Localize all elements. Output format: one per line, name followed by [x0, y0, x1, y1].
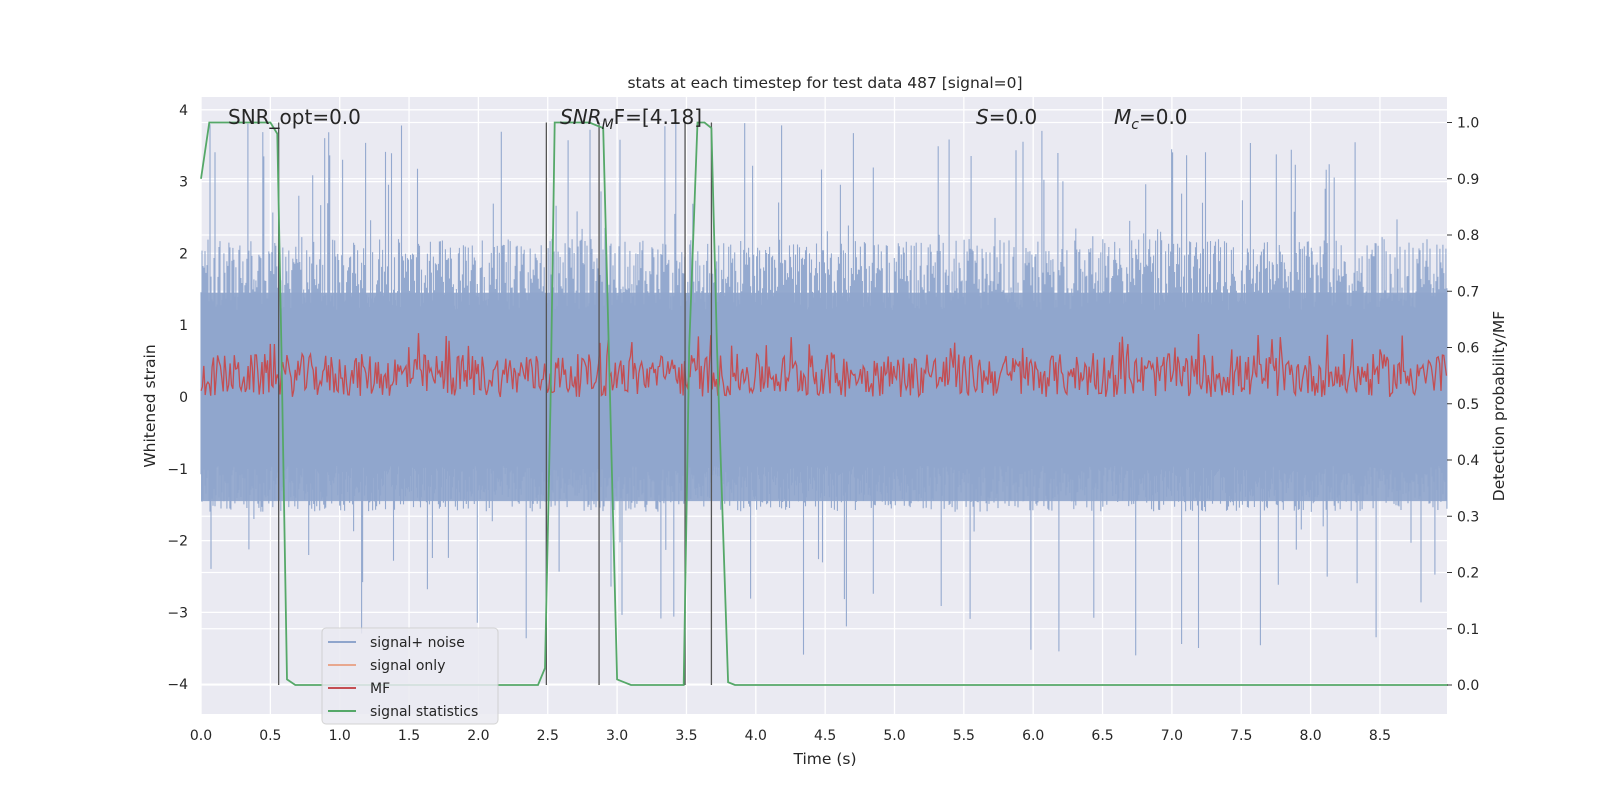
chart-title: stats at each timestep for test data 487… — [627, 74, 1022, 92]
x-tick-label: 8.5 — [1369, 728, 1391, 744]
mc-symbol: M — [1114, 105, 1131, 129]
left-y-tick-label: 1 — [179, 318, 188, 334]
left-y-tick-label: 0 — [179, 390, 188, 406]
s-value: =0.0 — [989, 105, 1038, 129]
x-tick-label: 6.0 — [1022, 728, 1044, 744]
left-y-tick-label: −2 — [167, 534, 188, 550]
legend-label: signal+ noise — [370, 635, 465, 651]
x-tick-label: 8.0 — [1299, 728, 1321, 744]
right-y-tick-label: 0.3 — [1457, 509, 1479, 525]
left-y-tick-label: 3 — [179, 175, 188, 191]
x-tick-label: 5.0 — [883, 728, 905, 744]
snr-mf-annotation: SNRMF=[4.18] — [560, 105, 702, 133]
left-y-tick-label: 2 — [179, 246, 188, 262]
x-axis-ticks: 0.0 0.5 1.0 1.5 2.0 2.5 3.0 3.5 4.0 4.5 5.0 5.5 6.0 6… — [190, 728, 1391, 744]
mf-series — [200, 333, 1448, 398]
x-tick-label: 3.0 — [606, 728, 628, 744]
signal-noise-series — [200, 123, 1448, 656]
mf-line — [200, 333, 1448, 398]
x-tick-label: 0.5 — [259, 728, 281, 744]
snr-mf-subscript: M — [602, 117, 614, 133]
right-y-tick-label: 0.9 — [1457, 172, 1479, 188]
s-annotation: S=0.0 — [976, 105, 1037, 129]
right-y-axis-ticks: 1.0 0.9 0.8 0.7 0.6 0.5 0.4 0.3 0.2 0.1 0.0 — [1447, 116, 1479, 694]
signal-statistics-line — [200, 121, 1448, 686]
left-y-tick-label: −3 — [167, 605, 188, 621]
x-tick-label: 1.0 — [329, 728, 351, 744]
legend-label: MF — [370, 681, 390, 697]
snr-mf-value: F=[4.18] — [614, 105, 702, 129]
right-y-tick-label: 0.1 — [1457, 622, 1479, 638]
left-y-tick-label: −4 — [167, 677, 188, 693]
s-symbol: S — [976, 105, 989, 129]
x-tick-label: 1.5 — [398, 728, 420, 744]
right-y-axis-label: Detection probability/MF — [1490, 311, 1508, 502]
left-y-tick-label: −1 — [167, 462, 188, 478]
left-y-axis-label: Whitened strain — [141, 344, 159, 467]
x-tick-label: 4.5 — [814, 728, 836, 744]
x-tick-label: 7.0 — [1161, 728, 1183, 744]
x-axis-label: Time (s) — [792, 750, 856, 768]
right-y-tick-label: 0.7 — [1457, 284, 1479, 300]
left-y-tick-label: 4 — [179, 103, 188, 119]
snr-mf-symbol: SNR — [560, 105, 602, 129]
mc-subscript: c — [1131, 117, 1139, 133]
legend: signal+ noise signal only MF signal statist… — [321, 627, 499, 725]
x-tick-label: 7.5 — [1230, 728, 1252, 744]
x-tick-label: 2.0 — [467, 728, 489, 744]
right-y-tick-label: 0.6 — [1457, 341, 1479, 357]
right-y-tick-label: 0.2 — [1457, 566, 1479, 582]
mc-value: =0.0 — [1139, 105, 1188, 129]
right-y-tick-label: 0.5 — [1457, 397, 1479, 413]
legend-box — [321, 627, 499, 725]
right-y-tick-label: 1.0 — [1457, 116, 1479, 132]
signal-statistics-series — [200, 121, 1448, 686]
x-tick-label: 5.5 — [953, 728, 975, 744]
x-tick-label: 4.0 — [745, 728, 767, 744]
right-y-tick-label: 0.0 — [1457, 678, 1479, 694]
x-tick-label: 0.0 — [190, 728, 212, 744]
legend-label: signal only — [370, 658, 445, 674]
legend-label: signal statistics — [370, 704, 478, 720]
x-tick-label: 2.5 — [537, 728, 559, 744]
mc-annotation: Mc=0.0 — [1114, 105, 1188, 133]
right-y-tick-label: 0.8 — [1457, 228, 1479, 244]
signal-noise-core — [201, 292, 1447, 502]
snr-opt-annotation: SNR_opt=0.0 — [228, 105, 361, 129]
right-y-tick-label: 0.4 — [1457, 453, 1479, 469]
x-tick-label: 6.5 — [1091, 728, 1113, 744]
left-y-axis-ticks: 4 3 2 1 0 −1 −2 −3 −4 — [167, 103, 188, 693]
x-tick-label: 3.5 — [675, 728, 697, 744]
